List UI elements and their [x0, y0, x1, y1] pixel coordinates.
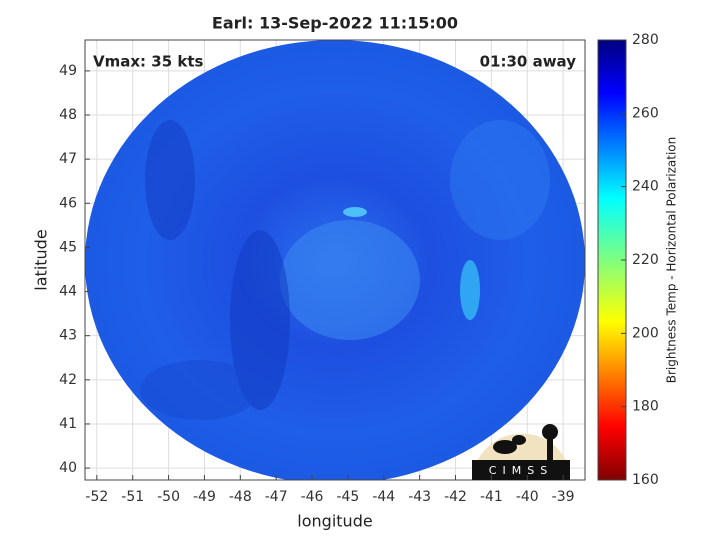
y-tick-label: 41: [59, 416, 77, 432]
annotation: 01:30 away: [480, 53, 577, 71]
x-tick-label: -43: [408, 489, 431, 505]
x-tick-label: -39: [552, 489, 575, 505]
colorbar-tick-label: 160: [632, 472, 659, 488]
colorbar-tick-label: 220: [632, 252, 659, 268]
x-tick-label: -44: [372, 489, 395, 505]
y-tick-label: 44: [59, 284, 77, 300]
y-tick-label: 49: [59, 63, 77, 79]
logo-text: CIMSS: [489, 464, 553, 477]
y-tick-label: 40: [59, 460, 77, 476]
y-axis-label: latitude: [32, 229, 51, 290]
y-tick-label: 43: [59, 328, 77, 344]
x-tick-label: -40: [516, 489, 539, 505]
x-tick-label: -41: [480, 489, 503, 505]
swath: [85, 40, 585, 480]
chart-title: Earl: 13-Sep-2022 11:15:00: [212, 14, 458, 33]
x-tick-label: -42: [444, 489, 467, 505]
x-tick-label: -48: [229, 489, 252, 505]
y-tick-label: 47: [59, 151, 77, 167]
x-tick-label: -51: [121, 489, 144, 505]
colorbar-tick-label: 260: [632, 105, 659, 121]
y-tick-label: 45: [59, 239, 77, 255]
logo: CIMSS: [472, 424, 570, 480]
colorbar-tick-label: 240: [632, 179, 659, 195]
x-tick-label: -47: [265, 489, 288, 505]
plot-frame: [84, 39, 586, 481]
y-tick-label: 48: [59, 107, 77, 123]
x-axis-label: longitude: [297, 512, 372, 531]
y-tick-label: 42: [59, 372, 77, 388]
colorbar-tick-label: 280: [632, 32, 659, 48]
x-tick-label: -50: [157, 489, 180, 505]
x-tick-label: -45: [336, 489, 359, 505]
colorbar-tick-label: 200: [632, 325, 659, 341]
x-tick-label: -49: [193, 489, 216, 505]
colorbar-label: Brightness Temp - Horizontal Polarizatio…: [665, 137, 679, 384]
annotation: Vmax: 35 kts: [93, 53, 203, 71]
x-tick-label: -46: [301, 489, 324, 505]
x-tick-label: -52: [85, 489, 108, 505]
y-tick-label: 46: [59, 195, 77, 211]
colorbar-tick-label: 180: [632, 399, 659, 415]
